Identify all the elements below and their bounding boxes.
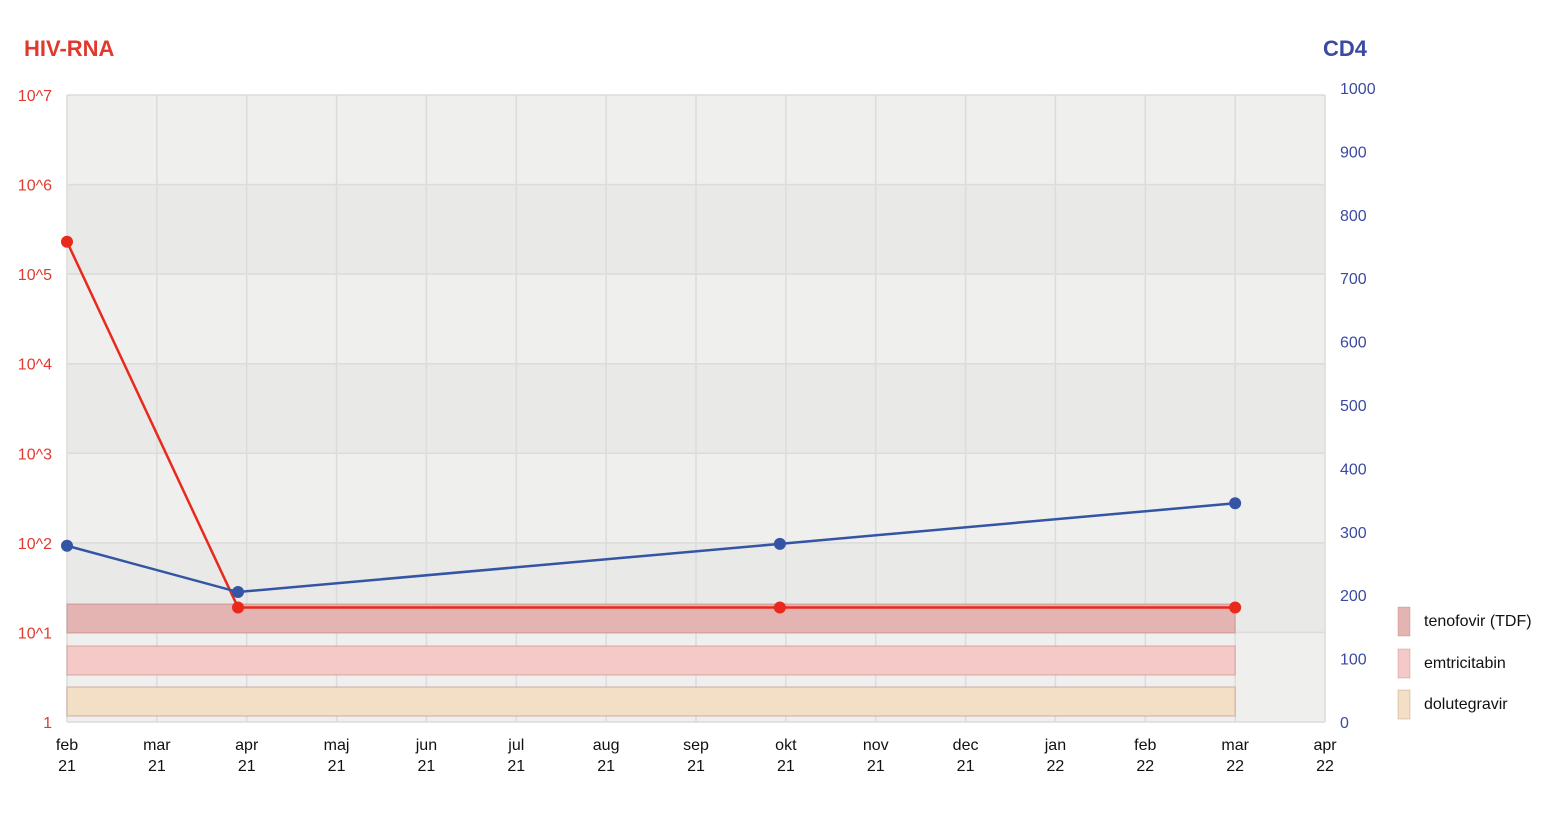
x-tick-month: sep	[683, 737, 709, 754]
x-tick-month: nov	[863, 737, 889, 754]
x-tick-month: mar	[143, 737, 171, 754]
x-tick-year: 22	[1136, 758, 1154, 775]
legend-swatch	[1397, 648, 1411, 679]
x-tick-month: feb	[56, 737, 78, 754]
right-tick-label: 100	[1340, 652, 1367, 669]
x-tick-year: 21	[687, 758, 705, 775]
left-tick-label: 1	[43, 715, 52, 732]
left-tick-label: 10^2	[18, 536, 52, 553]
x-tick-year: 21	[597, 758, 615, 775]
left-tick-label: 10^3	[18, 446, 52, 463]
cd4-point	[1229, 497, 1242, 510]
legend-label: emtricitabin	[1424, 655, 1506, 672]
hiv-rna-point	[61, 235, 73, 248]
x-tick-month: jul	[507, 737, 524, 754]
right-tick-label: 1000	[1340, 81, 1376, 98]
right-tick-label: 500	[1340, 398, 1367, 415]
left-axis-title: HIV-RNA	[24, 36, 115, 61]
x-tick-year: 21	[58, 758, 76, 775]
right-tick-label: 400	[1340, 461, 1367, 478]
x-tick-month: apr	[1313, 737, 1337, 754]
treatment-bar	[66, 645, 1236, 676]
x-tick-month: dec	[953, 737, 979, 754]
x-tick-year: 22	[1226, 758, 1244, 775]
x-tick-month: okt	[775, 737, 797, 754]
hiv-rna-point	[1229, 601, 1242, 614]
x-tick-year: 21	[238, 758, 256, 775]
hiv-rna-point	[232, 601, 245, 614]
treatment-bar	[66, 603, 1236, 634]
treatment-bar	[66, 686, 1236, 717]
legend-swatch	[1397, 689, 1411, 720]
x-tick-month: feb	[1134, 737, 1156, 754]
x-tick-year: 21	[418, 758, 436, 775]
x-tick-month: apr	[235, 737, 259, 754]
hiv-rna-line	[65, 241, 1236, 609]
left-tick-label: 10^7	[18, 88, 52, 105]
legend-label: tenofovir (TDF)	[1424, 613, 1532, 630]
legend-swatch	[1397, 606, 1411, 637]
x-tick-year: 21	[328, 758, 346, 775]
x-tick-year: 21	[148, 758, 166, 775]
x-tick-year: 21	[777, 758, 795, 775]
left-tick-label: 10^4	[18, 357, 52, 374]
right-tick-label: 0	[1340, 715, 1349, 732]
right-tick-label: 300	[1340, 525, 1367, 542]
x-tick-year: 22	[1316, 758, 1334, 775]
right-tick-label: 900	[1340, 144, 1367, 161]
cd4-line	[66, 502, 1236, 594]
right-tick-label: 200	[1340, 588, 1367, 605]
x-tick-month: jan	[1044, 737, 1066, 754]
left-tick-label: 10^6	[18, 178, 52, 195]
x-tick-month: maj	[324, 737, 350, 754]
x-tick-month: aug	[593, 737, 620, 754]
cd4-point	[232, 586, 245, 599]
left-tick-label: 10^1	[18, 625, 52, 642]
x-tick-month: jun	[415, 737, 437, 754]
right-tick-label: 600	[1340, 335, 1367, 352]
right-axis-title: CD4	[1323, 36, 1368, 61]
legend-label: dolutegravir	[1424, 696, 1508, 713]
cd4-point	[773, 537, 786, 550]
x-tick-month: mar	[1221, 737, 1249, 754]
right-tick-label: 700	[1340, 271, 1367, 288]
right-tick-label: 800	[1340, 208, 1367, 225]
cd4-point	[61, 539, 73, 552]
hiv-rna-point	[773, 601, 786, 614]
left-tick-label: 10^5	[18, 267, 52, 284]
x-tick-year: 21	[867, 758, 885, 775]
x-tick-year: 21	[507, 758, 525, 775]
x-tick-year: 22	[1047, 758, 1065, 775]
x-tick-year: 21	[957, 758, 975, 775]
